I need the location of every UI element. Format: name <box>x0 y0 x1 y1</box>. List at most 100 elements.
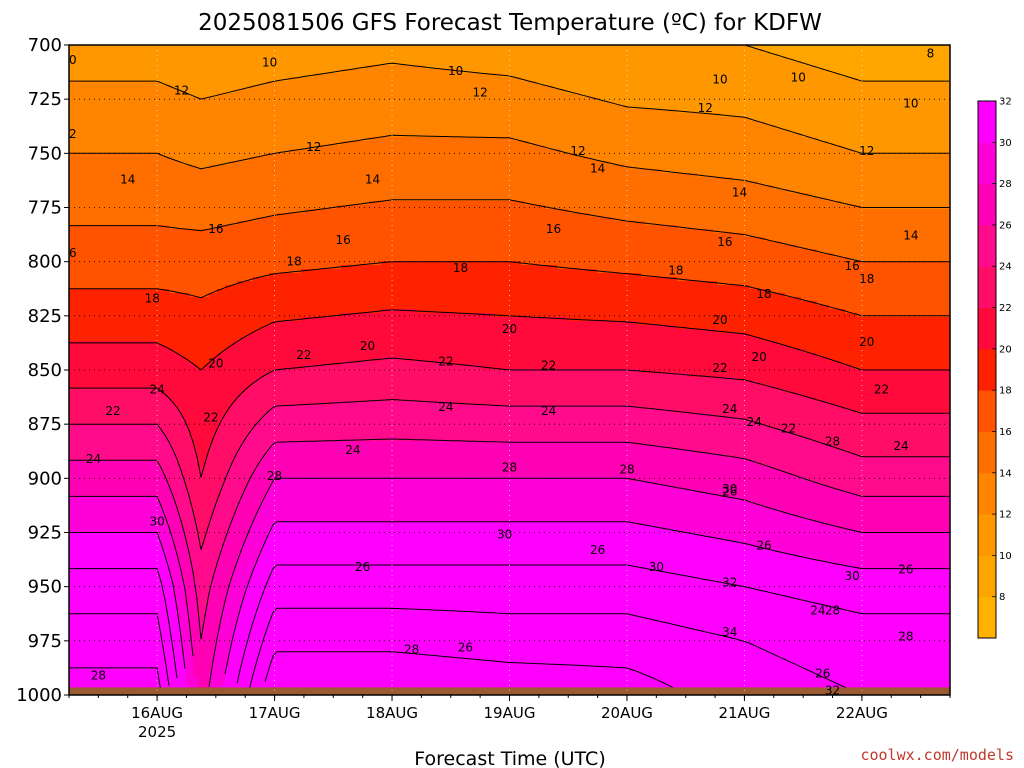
contour-label: 30 <box>844 569 859 583</box>
contour-label: 28 <box>898 630 913 644</box>
colorbar-tick-label: 26 <box>999 220 1012 231</box>
contour-label: 24 <box>893 439 908 453</box>
contour-label: 24 <box>438 400 453 414</box>
y-tick-label: 975 <box>28 631 62 652</box>
contour-label: 12 <box>570 144 585 158</box>
y-tick-label: 950 <box>28 577 62 598</box>
x-axis-label: Forecast Time (UTC) <box>414 748 605 768</box>
contour-label: 14 <box>365 172 380 186</box>
contour-label: 20 <box>208 357 223 371</box>
contour-label: 16 <box>208 222 223 236</box>
contour-label: 10 <box>903 97 918 111</box>
y-tick-label: 825 <box>28 306 62 327</box>
contour-label: 12 <box>306 140 321 154</box>
colorbar-tick-label: 20 <box>999 344 1012 355</box>
x-tick-label: 22AUG <box>836 704 888 722</box>
contour-label: 24 <box>86 452 101 466</box>
colorbar-tick-label: 14 <box>999 468 1012 479</box>
contour-label: 28 <box>619 463 634 477</box>
contour-label: 22 <box>296 348 311 362</box>
colorbar-tick-label: 28 <box>999 179 1012 190</box>
contour-label: 26 <box>355 560 370 574</box>
contour-label: 12 <box>174 84 189 98</box>
contour-label: 28 <box>267 469 282 483</box>
contour-label: 18 <box>453 261 468 275</box>
y-tick-label: 850 <box>28 360 62 381</box>
y-tick-label: 750 <box>28 143 62 164</box>
contour-label: 34 <box>722 625 737 639</box>
chart-title: 2025081506 GFS Forecast Temperature (ºC)… <box>198 10 822 36</box>
contour-label: 22 <box>712 361 727 375</box>
contour-label: 18 <box>287 255 302 269</box>
colorbar-swatch <box>978 597 996 639</box>
contour-label: 22 <box>541 359 556 373</box>
colorbar-swatch <box>978 390 996 432</box>
contour-label: 16 <box>844 259 859 273</box>
contour-label: 22 <box>781 422 796 436</box>
contour-label: 30 <box>649 560 664 574</box>
x-tick-label: 19AUG <box>484 704 536 722</box>
colorbar-swatch <box>978 349 996 391</box>
contour-label: 12 <box>472 86 487 100</box>
contour-label: 22 <box>105 404 120 418</box>
colorbar-tick-label: 10 <box>999 551 1012 562</box>
y-tick-label: 875 <box>28 414 62 435</box>
colorbar-swatch <box>978 308 996 350</box>
y-tick-label: 800 <box>28 252 62 273</box>
colorbar-tick-label: 16 <box>999 427 1012 438</box>
colorbar-swatch <box>978 225 996 267</box>
contour-label: 24 <box>541 404 556 418</box>
y-tick-label: 700 <box>28 35 62 56</box>
contour-label: 22 <box>438 354 453 368</box>
colorbar-swatch <box>978 431 996 473</box>
ground-surface <box>69 687 950 695</box>
contour-label: 14 <box>590 162 605 176</box>
contour-label: 18 <box>859 272 874 286</box>
contour-label: 28 <box>502 461 517 475</box>
y-tick-label: 1000 <box>16 685 62 706</box>
contour-label: 14 <box>903 229 918 243</box>
contour-label: 10 <box>448 64 463 78</box>
contour-label: 14 <box>732 185 747 199</box>
contour-label: 30 <box>149 515 164 529</box>
contour-label: 18 <box>668 263 683 277</box>
contour-label: 16 <box>717 235 732 249</box>
colorbar-tick-label: 8 <box>999 592 1005 603</box>
contour-label: 12 <box>859 144 874 158</box>
contour-label: 26 <box>898 562 913 576</box>
contour-label: 16 <box>335 233 350 247</box>
contour-label: 18 <box>145 292 160 306</box>
contour-label: 20 <box>502 322 517 336</box>
contour-label: 10 <box>712 73 727 87</box>
contour-label: 32 <box>722 575 737 589</box>
colorbar-swatch <box>978 184 996 226</box>
contour-label: 24 <box>747 415 762 429</box>
y-tick-label: 725 <box>28 89 62 110</box>
contour-label: 24 <box>345 443 360 457</box>
contour-label: 20 <box>859 335 874 349</box>
contour-label: 26 <box>590 543 605 557</box>
contour-label: 30 <box>497 528 512 542</box>
colorbar-tick-label: 12 <box>999 510 1012 521</box>
contour-label: 10 <box>791 71 806 85</box>
x-tick-label: 20AUG <box>601 704 653 722</box>
contour-label: 26 <box>458 640 473 654</box>
contour-label: 22 <box>203 411 218 425</box>
y-tick-label: 900 <box>28 468 62 489</box>
colorbar-tick-label: 22 <box>999 303 1012 314</box>
colorbar-tick-label: 30 <box>999 138 1012 149</box>
x-tick-sublabel: 2025 <box>138 723 176 741</box>
credit-text[interactable]: coolwx.com/models <box>860 746 1014 764</box>
y-tick-label: 925 <box>28 523 62 544</box>
x-tick-label: 18AUG <box>366 704 418 722</box>
colorbar-swatch <box>978 514 996 556</box>
colorbar-tick-label: 18 <box>999 386 1012 397</box>
contour-label: 24 <box>810 604 825 618</box>
colorbar-swatch <box>978 142 996 184</box>
contour-label: 28 <box>825 604 840 618</box>
colorbar-swatch <box>978 555 996 597</box>
x-tick-label: 21AUG <box>718 704 770 722</box>
